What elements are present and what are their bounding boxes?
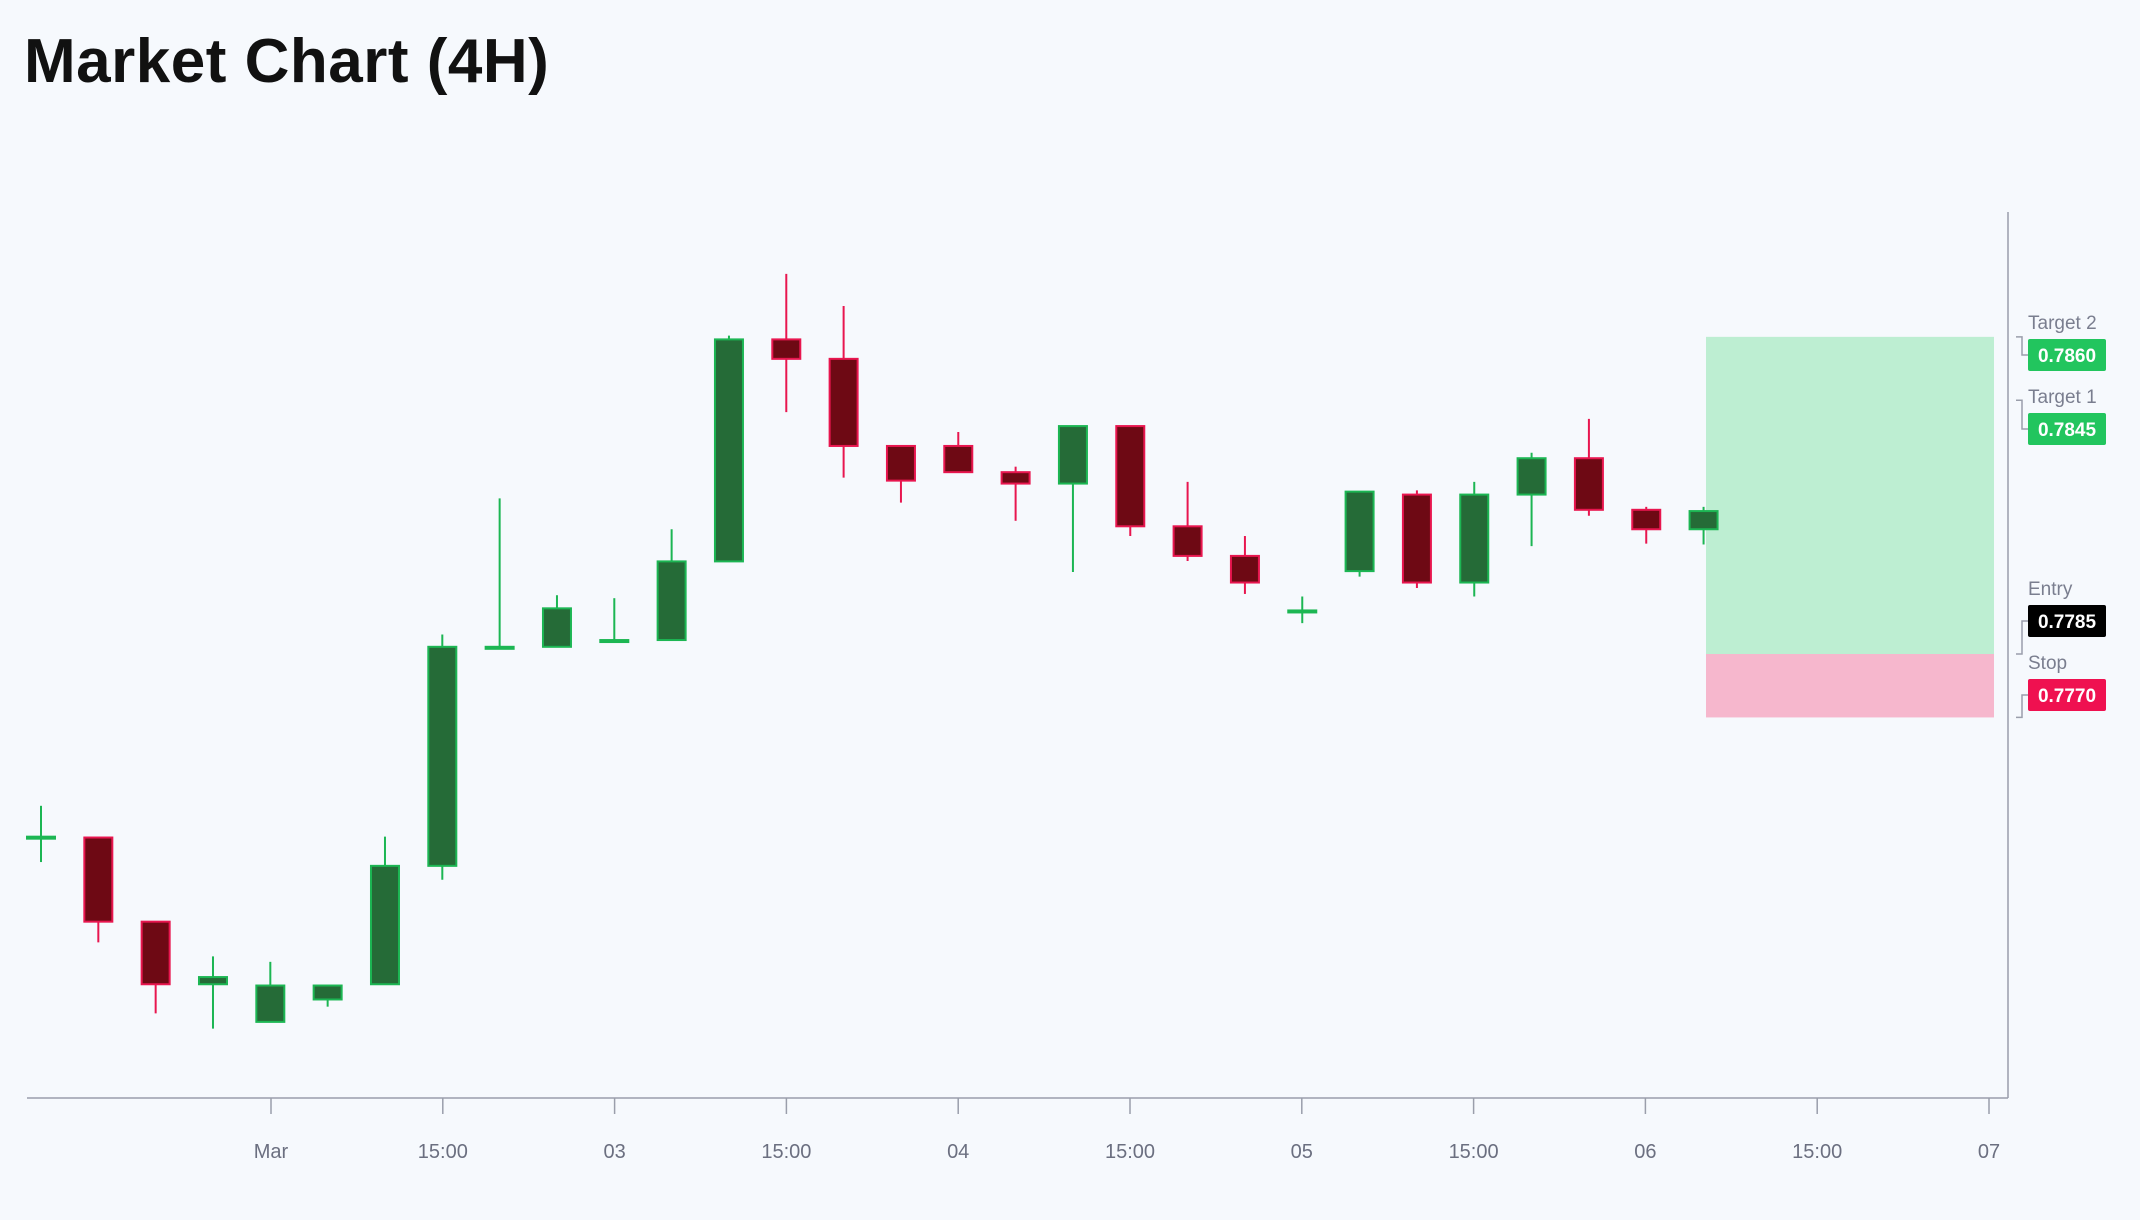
target-zone xyxy=(1706,336,1994,654)
x-tick-label: 04 xyxy=(947,1141,969,1163)
candle xyxy=(1229,536,1260,594)
level-connector xyxy=(2016,336,2030,356)
candle xyxy=(828,305,859,478)
candle-body xyxy=(885,444,916,482)
x-tick-label: 05 xyxy=(1291,1141,1313,1163)
price-levels: Target 2 0.7860 Target 1 0.7845 Entry 0.7785 S… xyxy=(2016,313,2106,719)
candle-body xyxy=(140,920,171,986)
x-tick-label: 06 xyxy=(1634,1141,1656,1163)
candle xyxy=(1459,481,1490,597)
candle-body xyxy=(771,338,802,360)
candle xyxy=(1631,506,1662,544)
level-connector xyxy=(2016,620,2030,655)
level-target-1: Target 1 0.7845 xyxy=(2016,387,2106,445)
candle-body xyxy=(255,984,286,1023)
level-badge xyxy=(2028,413,2106,445)
candle-body xyxy=(1229,554,1260,584)
candle xyxy=(140,920,171,1014)
level-title: Stop xyxy=(2028,653,2067,674)
candle-body xyxy=(1344,490,1375,573)
candle xyxy=(427,634,458,880)
candle xyxy=(541,595,572,648)
x-tick-label: 15:00 xyxy=(1792,1141,1842,1163)
candle-body xyxy=(1000,471,1031,485)
candle-body xyxy=(1401,493,1432,584)
candle-body xyxy=(1631,508,1662,531)
candle xyxy=(771,273,802,413)
candle xyxy=(1688,506,1719,545)
candles xyxy=(26,273,1719,1029)
level-badge xyxy=(2028,605,2106,637)
candle xyxy=(1000,466,1031,521)
level-title: Target 2 xyxy=(2028,313,2097,334)
level-value: 0.7770 xyxy=(2038,686,2096,707)
candle xyxy=(26,805,56,863)
candle-body xyxy=(1516,457,1547,496)
level-connector xyxy=(2016,399,2030,430)
candle xyxy=(1516,452,1547,547)
level-entry: Entry 0.7785 xyxy=(2016,579,2106,655)
candle-body xyxy=(828,357,859,447)
level-value: 0.7785 xyxy=(2038,612,2097,633)
candle-body xyxy=(599,639,630,644)
candle xyxy=(369,836,400,986)
level-title: Entry xyxy=(2028,579,2073,600)
candle-body xyxy=(26,835,56,840)
stop-zone xyxy=(1706,654,1994,718)
candle-body xyxy=(1688,510,1719,531)
level-badge xyxy=(2028,339,2106,371)
axes: Mar 15:00 03 15:00 04 15:00 05 15:00 06 15:00 07 xyxy=(27,212,2009,1163)
candle xyxy=(1057,425,1088,572)
level-stop: Stop 0.7770 xyxy=(2016,653,2106,719)
candle-body xyxy=(1057,425,1088,485)
candle xyxy=(713,335,744,563)
candle xyxy=(312,984,343,1007)
candle-body xyxy=(656,560,687,642)
candle xyxy=(255,961,286,1023)
candle xyxy=(943,432,974,474)
candle xyxy=(1344,490,1375,577)
candle xyxy=(197,956,228,1029)
level-title: Target 1 xyxy=(2028,387,2097,408)
x-tick-label: 15:00 xyxy=(1105,1141,1155,1163)
x-tick-label: 15:00 xyxy=(418,1141,468,1163)
candle-body xyxy=(713,338,744,563)
candle-body xyxy=(1172,525,1203,557)
candle xyxy=(599,598,630,644)
candle xyxy=(1573,418,1604,516)
candle xyxy=(1172,481,1203,561)
candle-body xyxy=(1115,425,1146,528)
x-tick-label: 03 xyxy=(603,1141,625,1163)
chart-title: Market Chart (4H) xyxy=(24,27,550,96)
level-connector xyxy=(2016,694,2030,719)
candle xyxy=(83,836,114,943)
candle xyxy=(484,498,515,650)
candle-body xyxy=(1287,609,1318,614)
candle-body xyxy=(943,444,974,474)
x-tick-label: 15:00 xyxy=(761,1141,811,1163)
candle xyxy=(885,444,916,503)
candle-body xyxy=(1573,457,1604,511)
x-tick-label: 07 xyxy=(1978,1141,2000,1163)
candle-body xyxy=(197,976,228,986)
candle-body xyxy=(1459,493,1490,584)
candle-body xyxy=(484,645,515,650)
candle xyxy=(1287,596,1318,624)
x-tick-label: 15:00 xyxy=(1449,1141,1499,1163)
level-value: 0.7845 xyxy=(2038,420,2097,441)
candle xyxy=(1401,490,1432,589)
x-tick-label: Mar xyxy=(254,1141,289,1163)
level-badge xyxy=(2028,679,2106,711)
level-target-2: Target 2 0.7860 xyxy=(2016,313,2106,371)
candle xyxy=(656,529,687,642)
candle-body xyxy=(312,984,343,1001)
trade-zones xyxy=(1706,336,1994,718)
level-value: 0.7860 xyxy=(2038,346,2096,367)
candle-body xyxy=(427,645,458,867)
candle xyxy=(1115,425,1146,537)
candle-body xyxy=(369,864,400,986)
candle-body xyxy=(83,836,114,923)
candle-body xyxy=(541,607,572,648)
